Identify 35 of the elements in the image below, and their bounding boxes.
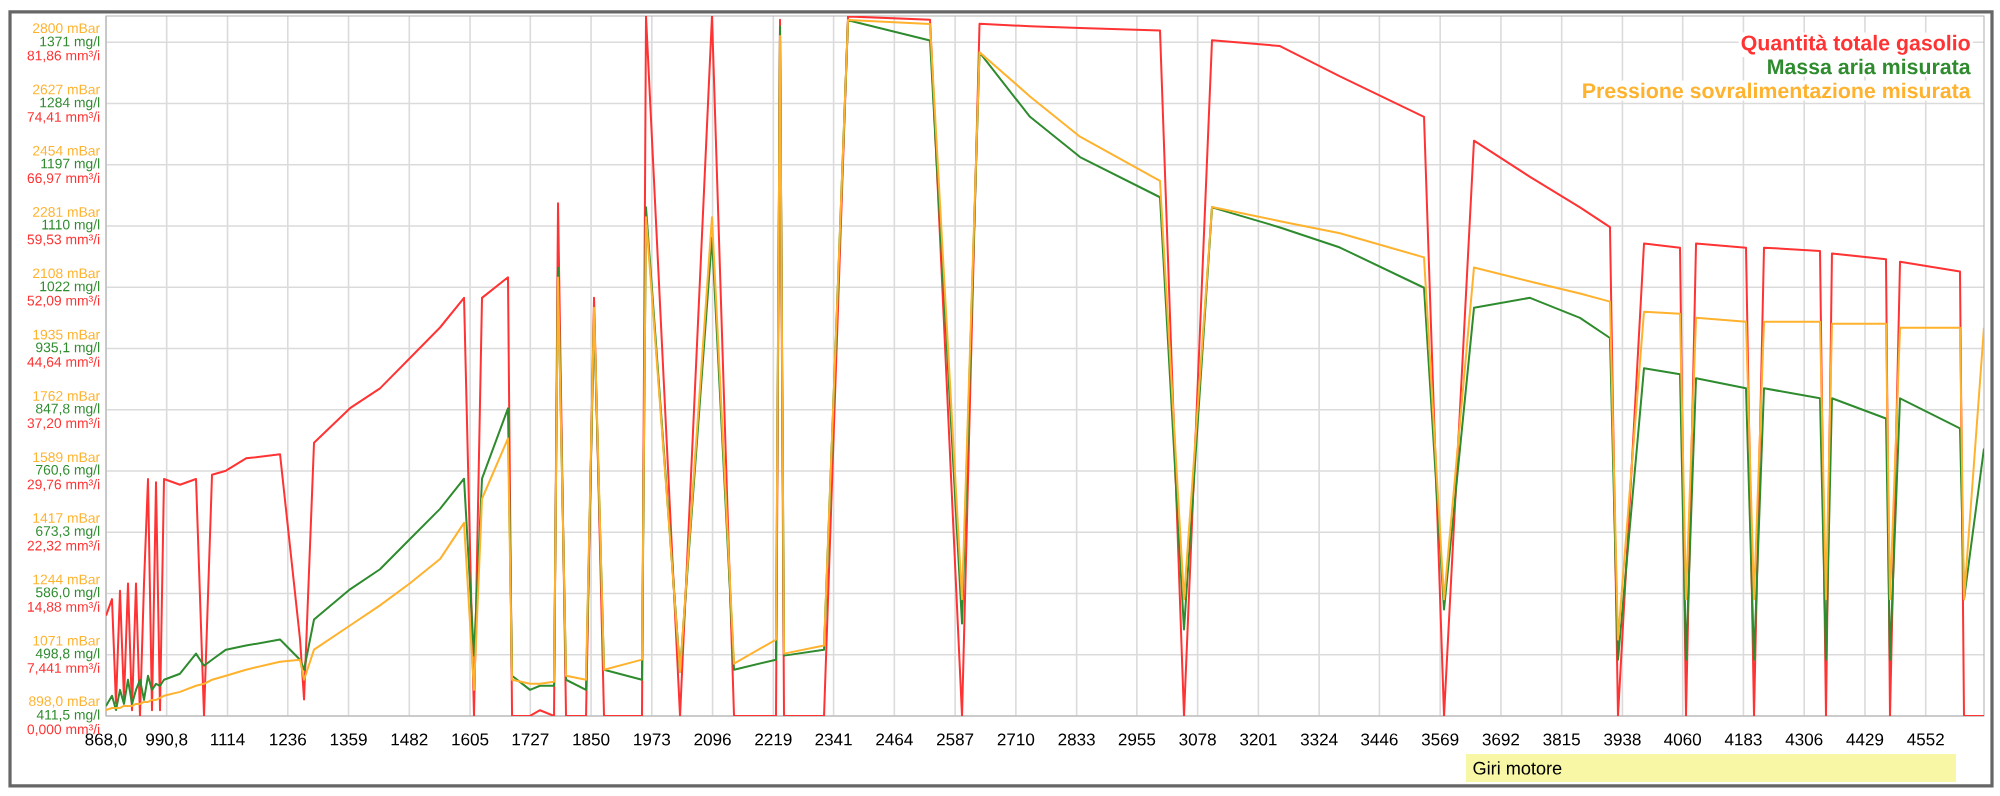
x-tick-label: 1114: [211, 733, 245, 746]
x-tick-label: 1359: [330, 733, 367, 746]
x-tick-label: 1727: [512, 733, 549, 746]
x-tick-label: 3446: [1361, 733, 1398, 746]
text: Quantità totale gasolio: [1741, 34, 1970, 55]
x-tick-label: 990,8: [146, 733, 188, 748]
x-tick-label: 3692: [1482, 733, 1520, 746]
x-tick-label: 2096: [694, 733, 731, 746]
x-tick-label: 4183: [1724, 733, 1762, 746]
x-tick-label: 2464: [876, 733, 913, 746]
x-tick-label: 868,0: [85, 733, 127, 748]
x-tick-label: 2955: [1118, 733, 1156, 746]
x-tick-label: 1236: [270, 733, 307, 746]
x-tick-label: 3324: [1300, 733, 1338, 746]
text: Pressione sovralimentazione misurata: [1583, 82, 1971, 99]
x-tick-label: 2587: [937, 733, 974, 746]
x-axis-title: Giri motore: [1473, 761, 1562, 775]
x-tick-label: 1850: [573, 733, 610, 746]
x-tick-label: 1605: [452, 733, 489, 746]
x-tick-label: 3569: [1421, 733, 1459, 746]
x-tick-label: 2710: [997, 733, 1035, 746]
x-tick-label: 3078: [1179, 733, 1216, 746]
text: Massa aria misurata: [1768, 58, 1971, 75]
x-tick-label: 4429: [1846, 733, 1884, 746]
x-tick-label: 3938: [1604, 733, 1641, 746]
x-tick-label: 2341: [815, 733, 852, 746]
x-tick-label: 1482: [391, 733, 428, 746]
x-tick-label: 4060: [1664, 733, 1701, 746]
x-tick-label: 4552: [1907, 733, 1944, 746]
x-tick-label: 3815: [1543, 733, 1580, 746]
x-tick-label: 2219: [755, 733, 792, 746]
x-tick-label: 1973: [634, 733, 671, 746]
x-tick-label: 4306: [1785, 733, 1823, 746]
x-tick-label: 3201: [1240, 733, 1277, 746]
x-tick-label: 2833: [1058, 733, 1095, 746]
